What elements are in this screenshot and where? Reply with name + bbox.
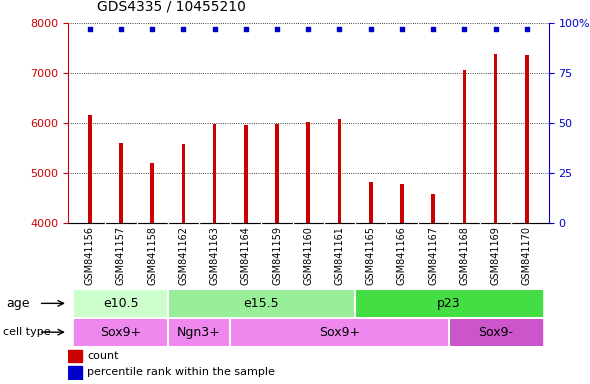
Bar	[74, 319, 168, 346]
Text: GSM841166: GSM841166	[397, 226, 407, 285]
Bar	[494, 54, 497, 384]
Text: e15.5: e15.5	[244, 297, 279, 310]
Text: GSM841157: GSM841157	[116, 226, 126, 285]
Text: percentile rank within the sample: percentile rank within the sample	[87, 367, 275, 377]
Bar	[168, 319, 230, 346]
Point	[366, 26, 375, 32]
Text: count: count	[87, 351, 119, 361]
Text: GSM841156: GSM841156	[85, 226, 95, 285]
Bar	[400, 184, 404, 384]
Point	[522, 26, 532, 32]
Text: age: age	[6, 297, 30, 310]
Bar	[213, 124, 217, 384]
Point	[148, 26, 157, 32]
Point	[116, 26, 126, 32]
Bar	[88, 115, 91, 384]
Point	[335, 26, 344, 32]
Bar	[230, 319, 449, 346]
Text: Sox9-: Sox9-	[478, 326, 513, 339]
Text: p23: p23	[437, 297, 461, 310]
Text: GSM841162: GSM841162	[178, 226, 188, 285]
Text: GSM841160: GSM841160	[303, 226, 313, 285]
Point	[428, 26, 438, 32]
Bar	[74, 290, 168, 317]
Bar	[369, 182, 373, 384]
Point	[210, 26, 219, 32]
Point	[303, 26, 313, 32]
Text: GSM841169: GSM841169	[491, 226, 501, 285]
Text: GDS4335 / 10455210: GDS4335 / 10455210	[97, 0, 246, 13]
Bar	[525, 56, 529, 384]
Text: GSM841165: GSM841165	[366, 226, 376, 285]
Bar	[244, 125, 248, 384]
Bar	[355, 290, 542, 317]
Point	[241, 26, 251, 32]
Text: cell type: cell type	[3, 327, 51, 337]
Text: GSM841170: GSM841170	[522, 226, 532, 285]
Point	[460, 26, 469, 32]
Bar	[68, 366, 82, 379]
Bar	[449, 319, 542, 346]
Text: GSM841164: GSM841164	[241, 226, 251, 285]
Text: Sox9+: Sox9+	[100, 326, 142, 339]
Point	[397, 26, 407, 32]
Bar	[306, 122, 310, 384]
Point	[85, 26, 94, 32]
Bar	[68, 350, 82, 362]
Bar	[150, 163, 154, 384]
Text: Sox9+: Sox9+	[319, 326, 360, 339]
Text: GSM841168: GSM841168	[460, 226, 470, 285]
Text: Ngn3+: Ngn3+	[177, 326, 221, 339]
Text: GSM841158: GSM841158	[147, 226, 157, 285]
Bar	[68, 360, 69, 361]
Text: GSM841159: GSM841159	[272, 226, 282, 285]
Point	[273, 26, 282, 32]
Bar	[275, 124, 279, 384]
Bar	[463, 71, 466, 384]
Text: GSM841161: GSM841161	[335, 226, 345, 285]
Bar	[431, 194, 435, 384]
Text: GSM841163: GSM841163	[209, 226, 219, 285]
Bar	[337, 119, 342, 384]
Bar	[182, 144, 185, 384]
Bar	[119, 143, 123, 384]
Bar	[168, 290, 355, 317]
Point	[179, 26, 188, 32]
Text: GSM841167: GSM841167	[428, 226, 438, 285]
Text: e10.5: e10.5	[103, 297, 139, 310]
Point	[491, 26, 500, 32]
